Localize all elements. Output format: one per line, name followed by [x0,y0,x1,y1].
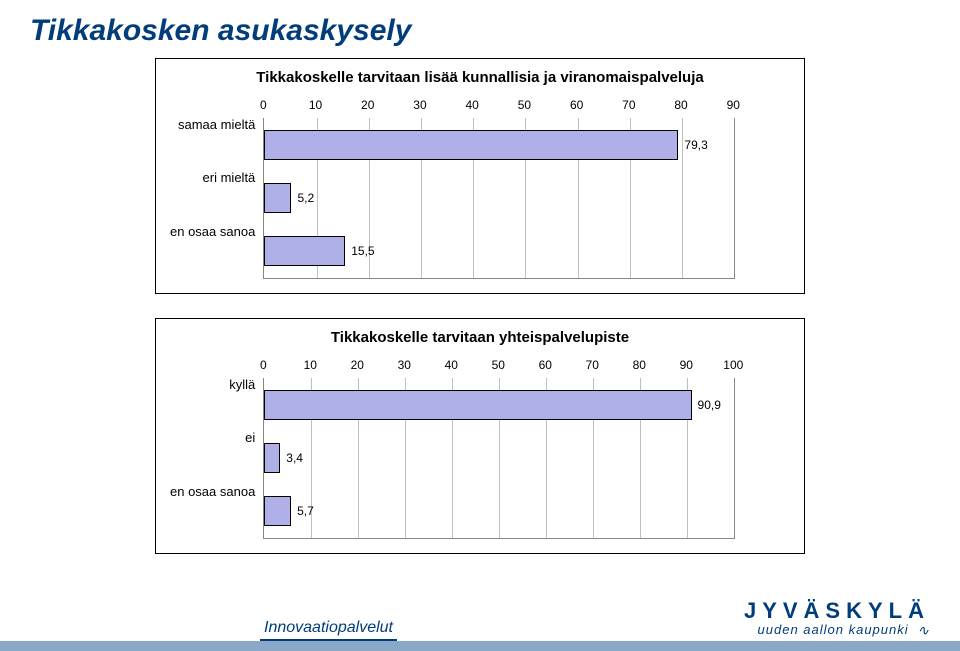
chart2-xtick: 20 [351,358,364,372]
chart2-xtick: 50 [492,358,505,372]
chart2-bar [264,443,280,473]
chart1-ylabel: eri mieltä [170,151,255,204]
chart2-bar-row: 90,9 [264,390,721,420]
chart2-xtick: 10 [304,358,317,372]
chart1-bar-row: 15,5 [264,236,374,266]
chart2-bar-row: 5,7 [264,496,313,526]
chart1-xtick: 10 [309,98,322,112]
page-title: Tikkakosken asukaskysely [0,0,960,48]
chart1-bar [264,183,291,213]
chart2-title: Tikkakoskelle tarvitaan yhteispalvelupis… [170,329,790,346]
chart1-xtick: 40 [465,98,478,112]
chart1-ylabel: en osaa sanoa [170,205,255,258]
chart2-bar-value: 3,4 [286,451,303,465]
chart2-xtick: 40 [445,358,458,372]
chart1-bar-value: 5,2 [297,191,314,205]
charts-container: Tikkakoskelle tarvitaan lisää kunnallisi… [0,58,960,554]
chart1-frame: Tikkakoskelle tarvitaan lisää kunnallisi… [155,58,805,294]
chart1-bar-value: 79,3 [684,138,707,152]
chart1-plotwrap: 0102030405060708090 79,35,215,5 [263,98,735,279]
chart1-bar-value: 15,5 [351,244,374,258]
chart1-bar-row: 79,3 [264,130,707,160]
chart2-xtick: 100 [723,358,743,372]
chart2-bar-value: 90,9 [698,398,721,412]
chart1-xtick: 70 [622,98,635,112]
footer-logo: JYVÄSKYLÄ uuden aallon kaupunki ∿ [744,598,930,639]
footer-logo-line1: JYVÄSKYLÄ [744,598,930,624]
chart1-bar [264,130,678,160]
wave-icon: ∿ [917,622,930,639]
chart2-body: kylläeien osaa sanoa 0 10 20 30 40 50 60 70 80 90… [170,358,790,539]
chart2-xtick: 80 [633,358,646,372]
chart1-xtick: 90 [727,98,740,112]
chart1-xtick: 80 [674,98,687,112]
chart2-ylabels: kylläeien osaa sanoa [170,358,263,518]
chart1-ylabels: samaa mieltäeri mieltäen osaa sanoa [170,98,263,258]
chart2-ylabel: ei [170,411,255,464]
footer-logo-line2-text: uuden aallon kaupunki [758,622,909,637]
chart1-ylabel: samaa mieltä [170,98,255,151]
chart2-ylabel: kyllä [170,358,255,411]
chart1-xtick: 50 [518,98,531,112]
chart2-plotwrap: 0102030405060708090100 90,93,45,7 [263,358,735,539]
chart2-bar [264,496,291,526]
chart2-xtick: 60 [539,358,552,372]
footer-left-text: Innovaatiopalvelut [260,619,397,641]
chart2-xtick: 30 [398,358,411,372]
chart2-bar [264,390,691,420]
chart2-bar-row: 3,4 [264,443,303,473]
chart2-xtick: 90 [680,358,693,372]
chart2-xtick: 70 [586,358,599,372]
chart1-bar-row: 5,2 [264,183,314,213]
chart1-xtick: 0 [260,98,267,112]
chart1-xtick: 60 [570,98,583,112]
chart1-xtick: 30 [413,98,426,112]
chart1-xtick: 20 [361,98,374,112]
footer: Innovaatiopalvelut JYVÄSKYLÄ uuden aallo… [0,603,960,651]
footer-logo-line2: uuden aallon kaupunki ∿ [744,622,930,639]
chart2-ylabel: en osaa sanoa [170,465,255,518]
chart1-title: Tikkakoskelle tarvitaan lisää kunnallisi… [170,69,790,86]
chart2-xtick: 0 [260,358,267,372]
chart1-xticks: 0102030405060708090 [263,98,733,118]
chart2-plot: 90,9 3,4 5,7 [263,378,735,539]
chart1-bar [264,236,345,266]
chart2-bar-value: 5,7 [297,504,314,518]
footer-bar [0,641,960,651]
chart2-frame: Tikkakoskelle tarvitaan yhteispalvelupis… [155,318,805,554]
chart2-xticks: 0102030405060708090100 [263,358,733,378]
chart1-body: samaa mieltäeri mieltäen osaa sanoa 0 10 2… [170,98,790,279]
chart1-plot: 79,3 5,2 15,5 [263,118,735,279]
